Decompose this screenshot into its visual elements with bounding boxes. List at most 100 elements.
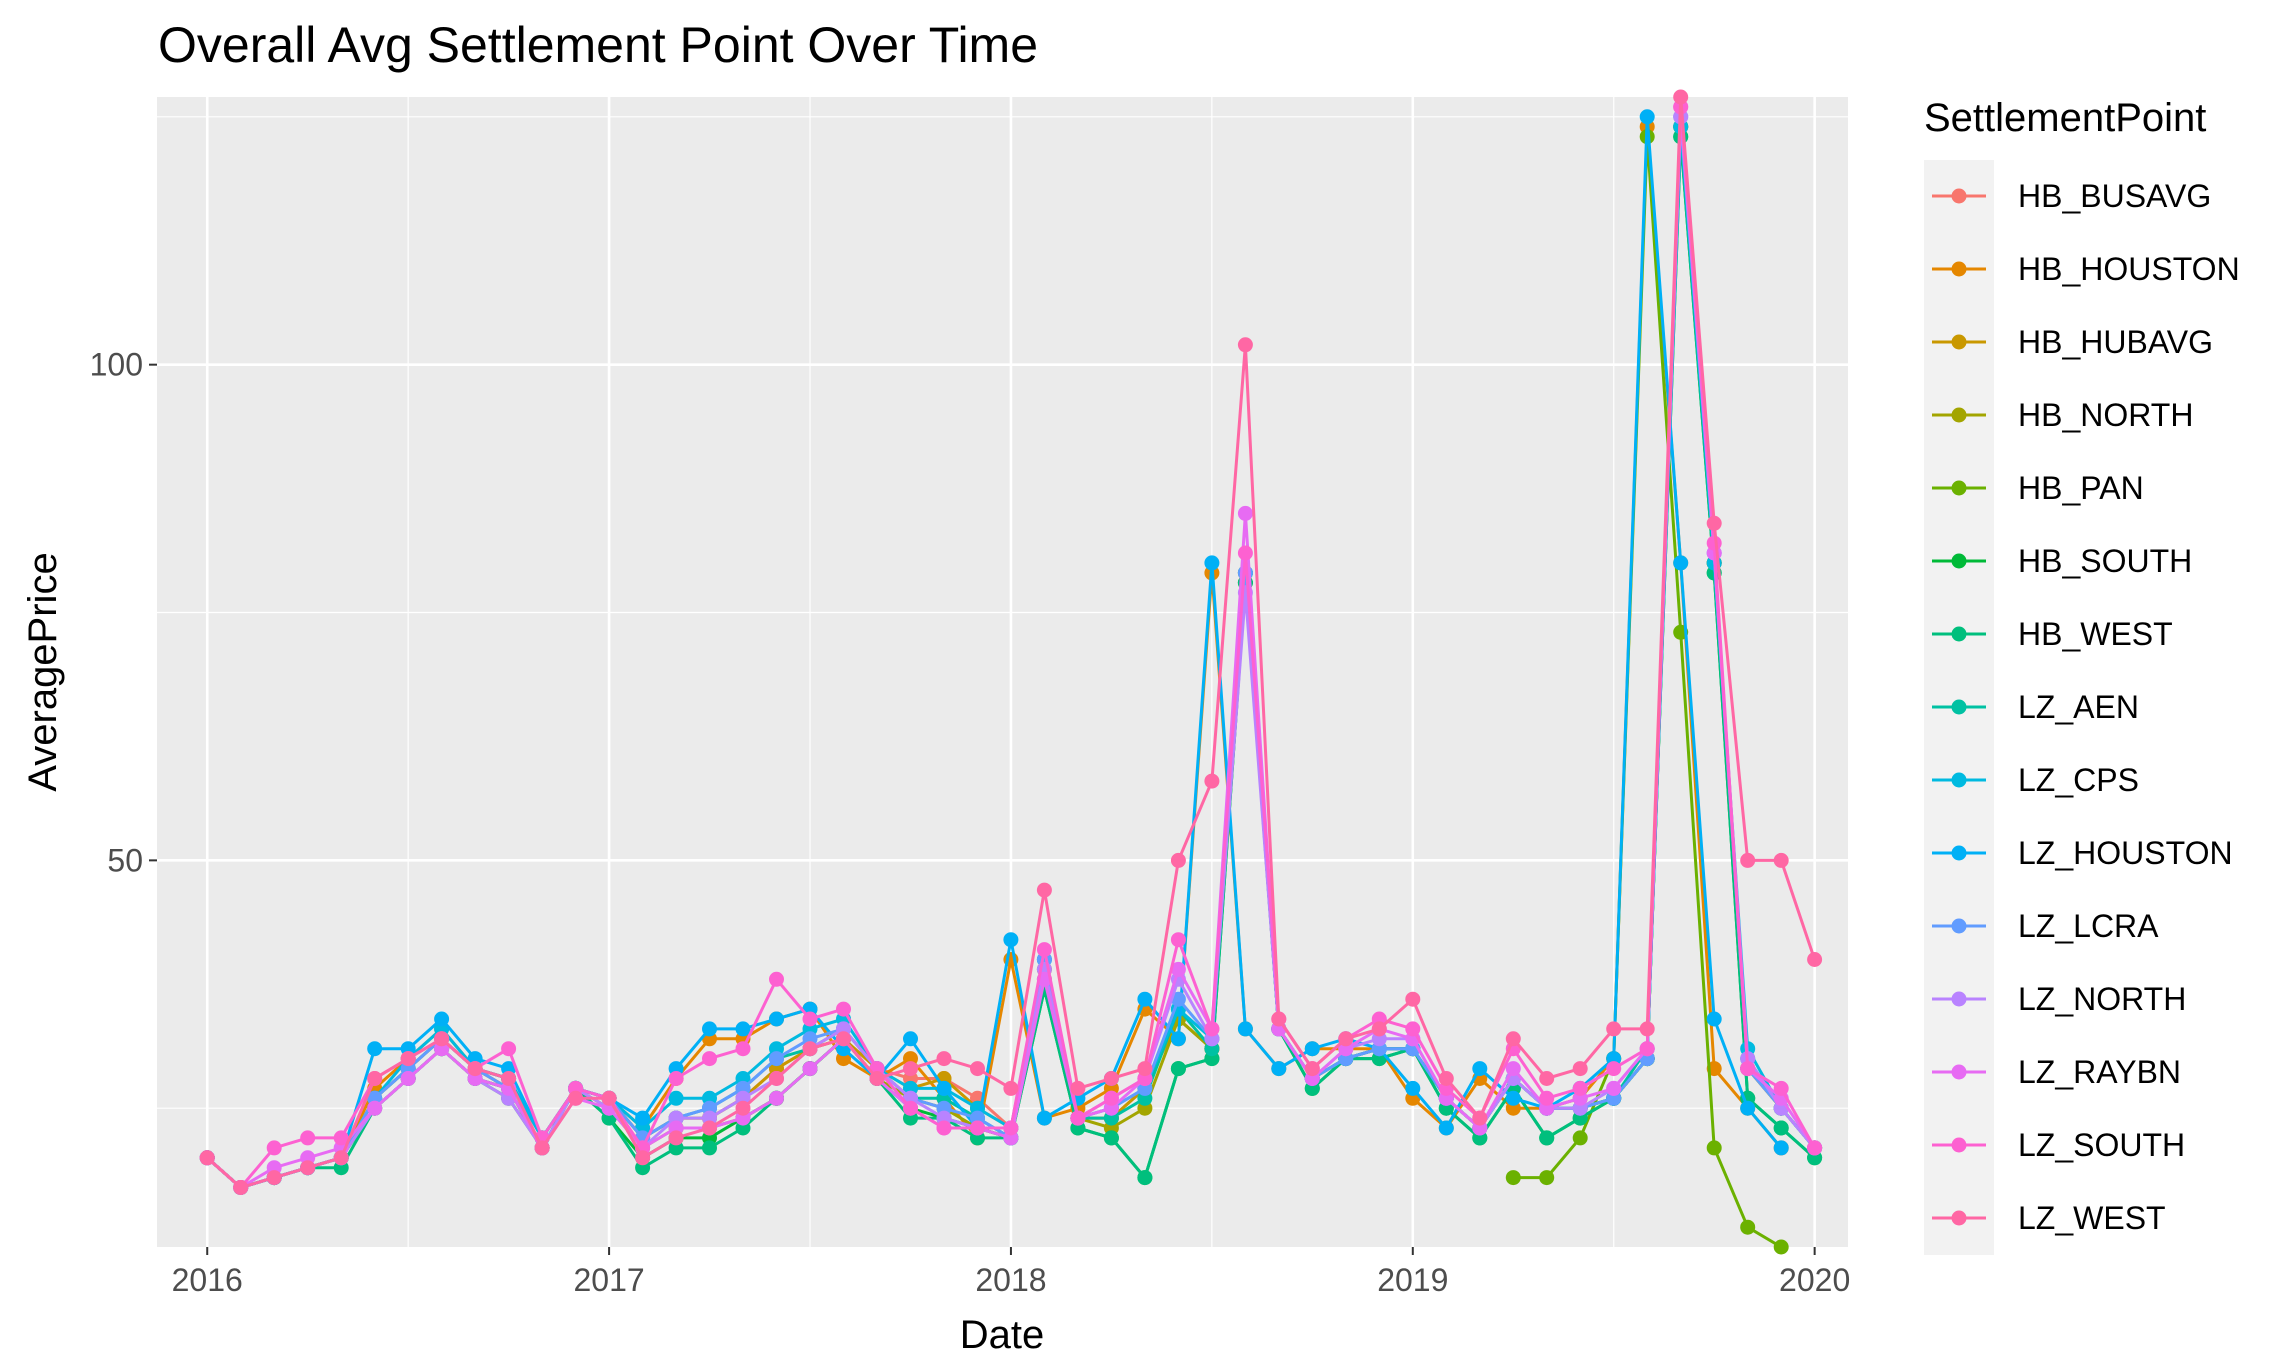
- legend-key-point: [1951, 480, 1967, 496]
- data-point: [735, 1021, 751, 1037]
- data-point: [1606, 1021, 1622, 1037]
- x-tick-label: 2017: [573, 1262, 644, 1298]
- data-point: [1740, 1219, 1756, 1235]
- legend-item: LZ_WEST: [1932, 1200, 2166, 1236]
- legend-item: HB_NORTH: [1932, 397, 2193, 433]
- data-point: [836, 1031, 851, 1047]
- legend-item: LZ_HOUSTON: [1932, 835, 2233, 871]
- data-point: [1438, 1071, 1454, 1086]
- data-point: [970, 1061, 985, 1077]
- legend-label: LZ_LCRA: [2018, 908, 2159, 944]
- data-point: [1170, 991, 1186, 1007]
- legend-key-point: [1951, 1137, 1967, 1153]
- legend-label: HB_SOUTH: [2018, 543, 2192, 579]
- legend-key-point: [1951, 772, 1967, 788]
- data-point: [1773, 1140, 1789, 1156]
- data-point: [1572, 1080, 1588, 1096]
- legend-item: HB_HUBAVG: [1932, 324, 2213, 360]
- x-tick-label: 2019: [1377, 1262, 1448, 1298]
- legend-item: LZ_SOUTH: [1932, 1127, 2185, 1163]
- data-point: [1606, 1061, 1622, 1077]
- legend-label: HB_BUSAVG: [2018, 178, 2211, 214]
- x-axis: 2016 2017 2018 2019 2020: [172, 1247, 1850, 1298]
- data-point: [601, 1090, 617, 1106]
- data-point: [1170, 932, 1186, 948]
- data-point: [1137, 1061, 1153, 1077]
- data-point: [1438, 1120, 1454, 1136]
- data-point: [1103, 1130, 1119, 1146]
- data-point: [769, 971, 784, 987]
- data-point: [836, 1001, 851, 1017]
- data-point: [1237, 505, 1253, 521]
- data-point: [1003, 1120, 1019, 1136]
- y-tick-label: 50: [107, 842, 143, 878]
- data-point: [903, 1061, 918, 1077]
- data-point: [1472, 1061, 1488, 1077]
- data-point: [802, 1061, 818, 1077]
- data-point: [434, 1031, 450, 1047]
- legend: SettlementPoint HB_BUSAVG HB_HOUSTON HB_HU…: [1924, 96, 2240, 1255]
- legend-label: LZ_RAYBN: [2018, 1054, 2181, 1090]
- data-point: [702, 1021, 717, 1037]
- data-point: [1472, 1110, 1488, 1126]
- data-point: [367, 1071, 383, 1086]
- data-point: [568, 1090, 584, 1106]
- legend-item: LZ_NORTH: [1932, 981, 2186, 1017]
- data-point: [1304, 1061, 1320, 1077]
- data-point: [702, 1051, 717, 1067]
- data-point: [333, 1130, 349, 1146]
- data-point: [1237, 545, 1253, 561]
- legend-key-point: [1951, 626, 1967, 642]
- y-tick-label: 100: [90, 347, 143, 383]
- legend-label: HB_HUBAVG: [2018, 324, 2213, 360]
- data-point: [1304, 1041, 1320, 1057]
- data-point: [1103, 1071, 1119, 1086]
- y-axis-title: AveragePrice: [21, 552, 65, 791]
- data-point: [668, 1071, 684, 1086]
- data-point: [501, 1071, 517, 1086]
- data-point: [1706, 515, 1722, 531]
- data-point: [1170, 852, 1186, 868]
- data-point: [400, 1051, 416, 1067]
- data-point: [1338, 1031, 1354, 1047]
- data-point: [1170, 1031, 1186, 1047]
- data-point: [769, 1090, 784, 1106]
- data-point: [1505, 1061, 1521, 1077]
- legend-label: LZ_AEN: [2018, 689, 2139, 725]
- data-point: [769, 1071, 784, 1086]
- legend-key-point: [1951, 553, 1967, 569]
- data-point: [1237, 337, 1253, 353]
- data-point: [1539, 1090, 1555, 1106]
- data-point: [1572, 1061, 1588, 1077]
- data-point: [1204, 555, 1220, 571]
- legend-title: SettlementPoint: [1924, 96, 2206, 140]
- data-point: [300, 1160, 316, 1176]
- data-point: [1639, 1021, 1655, 1037]
- data-point: [735, 1100, 751, 1116]
- data-point: [1639, 1041, 1655, 1057]
- legend-key-point: [1951, 261, 1967, 277]
- legend-label: HB_PAN: [2018, 470, 2144, 506]
- legend-key-point: [1951, 845, 1967, 861]
- data-point: [970, 1120, 985, 1136]
- series-lz-west: [199, 89, 1823, 1195]
- data-point: [1137, 991, 1153, 1007]
- legend-label: HB_HOUSTON: [2018, 251, 2240, 287]
- data-point: [1204, 1021, 1220, 1037]
- data-point: [1740, 852, 1756, 868]
- data-point: [1271, 1061, 1287, 1077]
- data-point: [936, 1051, 952, 1067]
- data-point: [936, 1120, 952, 1136]
- data-point: [1673, 555, 1689, 571]
- data-point: [1271, 1011, 1287, 1027]
- data-point: [1036, 942, 1052, 958]
- data-point: [1371, 1021, 1387, 1037]
- data-point: [266, 1140, 282, 1156]
- data-point: [668, 1130, 684, 1146]
- data-point: [1036, 882, 1052, 898]
- data-point: [869, 1071, 885, 1086]
- data-point: [1405, 1021, 1421, 1037]
- data-point: [467, 1061, 483, 1077]
- legend-item: LZ_AEN: [1932, 689, 2139, 725]
